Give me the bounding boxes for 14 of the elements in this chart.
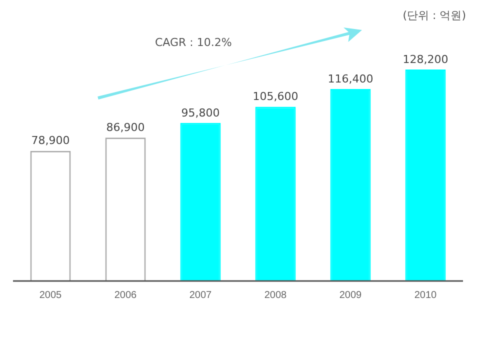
text: CAGR : 10.2% <box>155 36 232 49</box>
x-tick-label: 2006 <box>114 290 138 301</box>
x-tick-label: 2010 <box>414 290 438 301</box>
x-tick-label: 2009 <box>339 290 362 301</box>
text: (단위 : 억원) <box>402 8 466 23</box>
data-label: 78,900 <box>31 134 70 148</box>
x-tick-label: 2007 <box>189 290 212 301</box>
data-label: 95,800 <box>181 106 220 120</box>
data-label: 116,400 <box>328 72 374 86</box>
x-tick-label: 2005 <box>39 290 62 301</box>
data-label: 86,900 <box>106 120 145 134</box>
data-label: 128,200 <box>402 52 448 66</box>
data-label: 105,600 <box>252 90 298 104</box>
x-tick-label: 2008 <box>264 290 288 301</box>
